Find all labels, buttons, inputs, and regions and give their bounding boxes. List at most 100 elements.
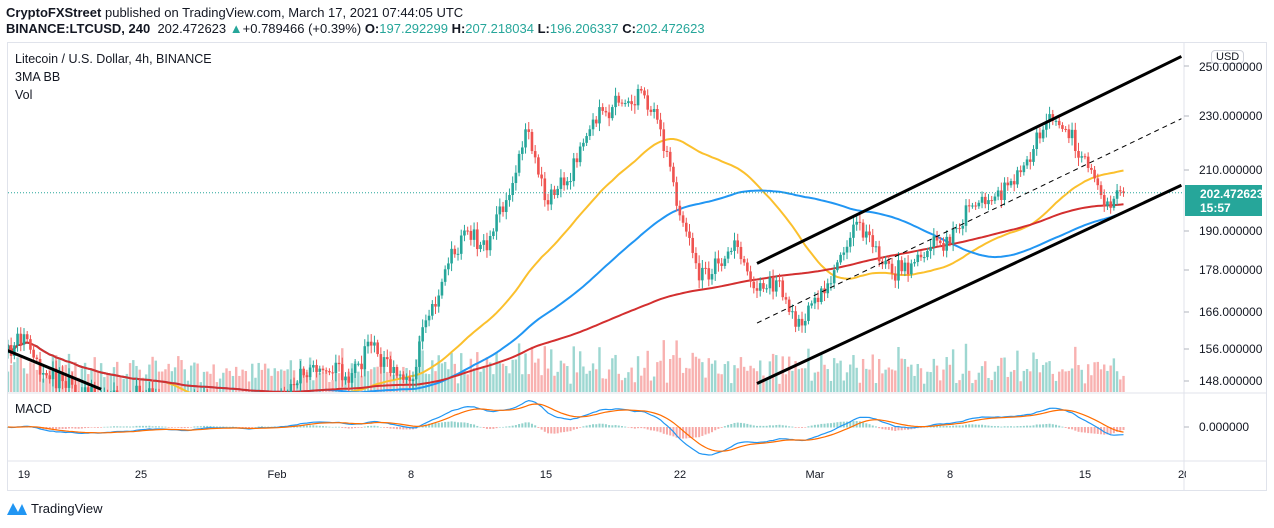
macd-histogram-bar <box>540 427 543 430</box>
candle-body <box>701 267 704 281</box>
candle-body <box>222 401 225 404</box>
candle-body <box>498 206 502 215</box>
legend-indicator[interactable]: 3MA BB <box>15 70 61 84</box>
candle-body <box>1016 170 1019 185</box>
candle-body <box>855 221 858 225</box>
candle-body <box>688 231 691 238</box>
volume-bar <box>900 358 903 392</box>
change: +0.789466 (+0.39%) <box>242 21 362 36</box>
candle-body <box>209 399 212 400</box>
candle-body <box>594 119 598 124</box>
candle-body <box>836 262 839 271</box>
chart-frame[interactable] <box>7 42 1267 491</box>
macd-histogram-bar <box>428 423 431 428</box>
volume-bar <box>431 360 434 392</box>
volume-bar <box>244 371 248 392</box>
macd-histogram-bar <box>1090 427 1093 434</box>
candle-body <box>1093 169 1096 179</box>
candle-body <box>1112 198 1116 208</box>
macd-histogram-bar <box>637 427 640 429</box>
volume-bar <box>331 380 334 392</box>
candle-body <box>739 246 743 260</box>
volume-bar <box>678 357 682 392</box>
macd-histogram-bar <box>592 424 595 428</box>
candle-body <box>459 235 463 254</box>
y-tick: 178.000000 <box>1199 263 1263 277</box>
candle-body <box>504 200 508 213</box>
candle-body <box>652 109 656 112</box>
macd-histogram-bar <box>614 425 617 428</box>
candle-body <box>659 119 662 130</box>
macd-histogram-bar <box>222 426 225 428</box>
macd-histogram-bar <box>203 425 206 428</box>
macd-histogram-bar <box>572 427 575 430</box>
volume-bar <box>578 351 582 392</box>
volume-bar <box>845 372 849 392</box>
volume-bar <box>964 343 968 392</box>
candle-body <box>308 367 312 378</box>
macd-histogram-bar <box>942 426 945 428</box>
volume-bar <box>1074 346 1077 392</box>
macd-histogram-bar <box>344 427 347 429</box>
candle-body <box>373 342 376 346</box>
candle-body <box>25 334 29 340</box>
candle-body <box>662 129 666 151</box>
macd-histogram-bar <box>132 426 135 428</box>
volume-bar <box>701 362 704 392</box>
candle-body <box>437 295 441 307</box>
tradingview-logo[interactable]: TradingView <box>6 500 103 516</box>
candle-body <box>591 119 595 130</box>
volume-bar <box>787 356 791 392</box>
volume-bar <box>910 364 913 392</box>
volume-bar <box>906 366 910 392</box>
candle-body <box>955 228 958 230</box>
macd-histogram-bar <box>640 427 643 429</box>
macd-histogram-bar <box>309 425 312 428</box>
macd-histogram-bar <box>135 425 138 428</box>
volume-bar <box>392 374 395 392</box>
candle-body <box>479 244 482 250</box>
volume-bar <box>379 362 383 392</box>
candle-body <box>926 250 929 258</box>
candle-body <box>302 368 305 376</box>
volume-bar <box>759 360 762 392</box>
candle-body <box>578 146 582 163</box>
candle-body <box>710 274 714 280</box>
volume-bar <box>337 373 341 392</box>
volume-bar <box>180 360 183 392</box>
volume-bar <box>488 362 492 392</box>
candle-body <box>611 107 614 119</box>
volume-bar <box>697 358 701 392</box>
macd-histogram-bar <box>1116 427 1119 432</box>
macd-histogram-bar <box>1087 427 1090 434</box>
volume-bar <box>620 380 624 392</box>
candle-body <box>463 230 466 236</box>
volume-bar <box>463 370 466 392</box>
legend-macd[interactable]: MACD <box>15 402 52 416</box>
candle-body <box>717 258 720 264</box>
candle-body <box>476 229 479 250</box>
volume-bar <box>543 346 547 392</box>
macd-histogram-bar <box>466 422 469 428</box>
candle-body <box>1067 129 1071 139</box>
candle-body <box>158 393 161 397</box>
macd-histogram-bar <box>630 427 633 429</box>
macd-histogram-bar <box>199 426 202 428</box>
volume-bar <box>103 377 106 392</box>
volume-bar <box>1041 364 1045 392</box>
currency-button[interactable]: USD <box>1211 50 1245 64</box>
candle-body <box>508 195 511 201</box>
candle-body <box>206 394 209 398</box>
candle-body <box>913 262 916 264</box>
macd-histogram-bar <box>788 426 791 428</box>
macd-histogram-bar <box>984 425 987 428</box>
legend-volume[interactable]: Vol <box>15 88 33 102</box>
candle-body <box>418 341 421 367</box>
volume-bar <box>1122 375 1125 392</box>
volume-bar <box>106 374 109 392</box>
volume-bar <box>177 356 180 392</box>
macd-histogram-bar <box>1077 427 1080 432</box>
volume-bar <box>1038 372 1042 392</box>
macd-histogram-bar <box>862 422 865 428</box>
